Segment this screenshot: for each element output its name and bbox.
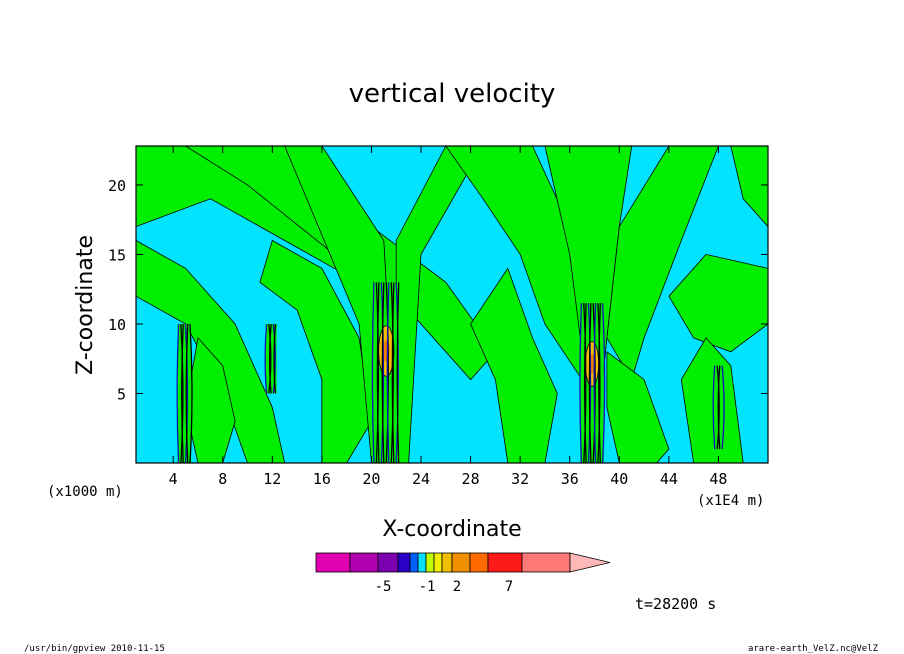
column-4-contour	[597, 303, 601, 463]
x-axis-label: X-coordinate	[382, 517, 521, 542]
colorbar-label: 2	[453, 579, 461, 595]
column-2-contour	[268, 323, 272, 394]
colorbar-swatch	[409, 552, 419, 573]
field-band-inner-left	[259, 239, 372, 463]
colorbar-swatch	[451, 552, 471, 573]
column-3-contour	[380, 282, 385, 463]
column-2-contour	[268, 323, 272, 394]
column-3-contour	[391, 282, 395, 463]
column-5-contour	[712, 365, 716, 450]
field-band-right-edge	[668, 253, 768, 353]
y-axis-ticks: 5 10 15 20	[108, 177, 768, 403]
contour-field	[136, 146, 768, 463]
colorbar-label: -1	[419, 579, 436, 595]
colorbar-swatch	[487, 552, 523, 573]
x-tick-label: 36	[561, 470, 579, 488]
column-4-contour	[583, 303, 587, 463]
column-5-contour	[716, 365, 720, 450]
field-band-far-right	[680, 337, 744, 463]
colorbar-label: -5	[375, 579, 392, 595]
column-3-contour	[376, 282, 380, 463]
contour-plot-area	[136, 146, 768, 463]
column-3-contour	[385, 282, 389, 463]
y-tick-label: 15	[108, 246, 126, 264]
column-3-contour	[395, 282, 399, 463]
column-1-contour	[189, 323, 193, 463]
column-1-updraft-band	[177, 323, 192, 463]
y-tick-label: 20	[108, 177, 126, 195]
x-axis-ticks: 4 8 12 16 20 24 28 32 36 40 44 48	[169, 146, 727, 488]
colorbar-label: 7	[505, 579, 513, 595]
x-tick-label: 40	[610, 470, 628, 488]
column-1-contour	[181, 323, 184, 463]
colorbar-swatch	[425, 552, 435, 573]
footer-right: arare-earth_VelZ.nc@VelZ	[748, 644, 879, 654]
y-axis-label: Z-coordinate	[73, 235, 98, 375]
colorbar: -5 -1 2 7	[315, 552, 611, 595]
column-1-contour	[184, 323, 189, 463]
y-tick-label: 5	[117, 385, 126, 403]
x-tick-label: 28	[462, 470, 480, 488]
colorbar-swatch	[349, 552, 379, 573]
column-1-contour	[185, 323, 189, 463]
column-3-contour	[371, 282, 375, 463]
plot-frame	[135, 145, 769, 464]
column-3-contour	[396, 282, 400, 463]
column-4-contour	[587, 303, 592, 463]
colorbar-swatch	[377, 552, 399, 573]
column-3-contour	[375, 282, 380, 463]
x-tick-label: 20	[362, 470, 380, 488]
column-4-contour	[579, 303, 583, 463]
chart-title: vertical velocity	[349, 79, 556, 109]
field-band-top-right	[730, 146, 768, 228]
x-tick-label: 48	[709, 470, 727, 488]
colorbar-swatch	[441, 552, 453, 573]
x-axis-unit-right: (x1E4 m)	[697, 493, 764, 509]
column-4-contour	[601, 303, 606, 463]
x-tick-label: 16	[313, 470, 331, 488]
column-2-contour	[264, 323, 268, 394]
footer-left: /usr/bin/gpview 2010-11-15	[24, 644, 165, 654]
colorbar-swatch	[397, 552, 411, 573]
colorbar-swatch	[433, 552, 443, 573]
colorbar-swatch	[521, 552, 571, 573]
column-3-contour	[386, 282, 390, 463]
field-band-right-diagonal	[606, 146, 719, 381]
column-4-contour	[583, 303, 587, 463]
colorbar-swatch	[469, 552, 489, 573]
field-band-lower-right	[606, 351, 670, 463]
x-tick-label: 8	[218, 470, 227, 488]
column-5-contour	[717, 365, 721, 450]
convective-columns	[176, 282, 725, 463]
column-1-contour	[176, 323, 180, 463]
field-band-left-column	[284, 146, 397, 463]
x-tick-label: 4	[169, 470, 178, 488]
column-5-contour	[721, 365, 725, 450]
x-tick-label: 32	[511, 470, 529, 488]
column-4-contour	[593, 303, 597, 463]
colorbar-swatch	[417, 552, 427, 573]
colorbar-swatch	[315, 552, 351, 573]
colorbar-extend-arrow	[569, 552, 611, 573]
x-tick-label: 44	[660, 470, 678, 488]
column-3-contour	[390, 282, 394, 463]
column-2-contour	[273, 323, 277, 394]
time-label: t=28200 s	[635, 595, 716, 613]
column-1-contour	[180, 323, 184, 463]
column-2-contour	[272, 323, 276, 394]
x-axis-unit-left: (x1000 m)	[47, 484, 123, 500]
column-3-contour	[381, 282, 385, 463]
x-tick-label: 24	[412, 470, 430, 488]
x-tick-label: 12	[263, 470, 281, 488]
column-4-contour	[588, 303, 592, 463]
column-4-contour	[598, 303, 601, 463]
field-band-center	[470, 267, 558, 463]
column-4-contour	[592, 303, 596, 463]
field-band-right-column	[395, 146, 484, 463]
y-tick-label: 10	[108, 316, 126, 334]
